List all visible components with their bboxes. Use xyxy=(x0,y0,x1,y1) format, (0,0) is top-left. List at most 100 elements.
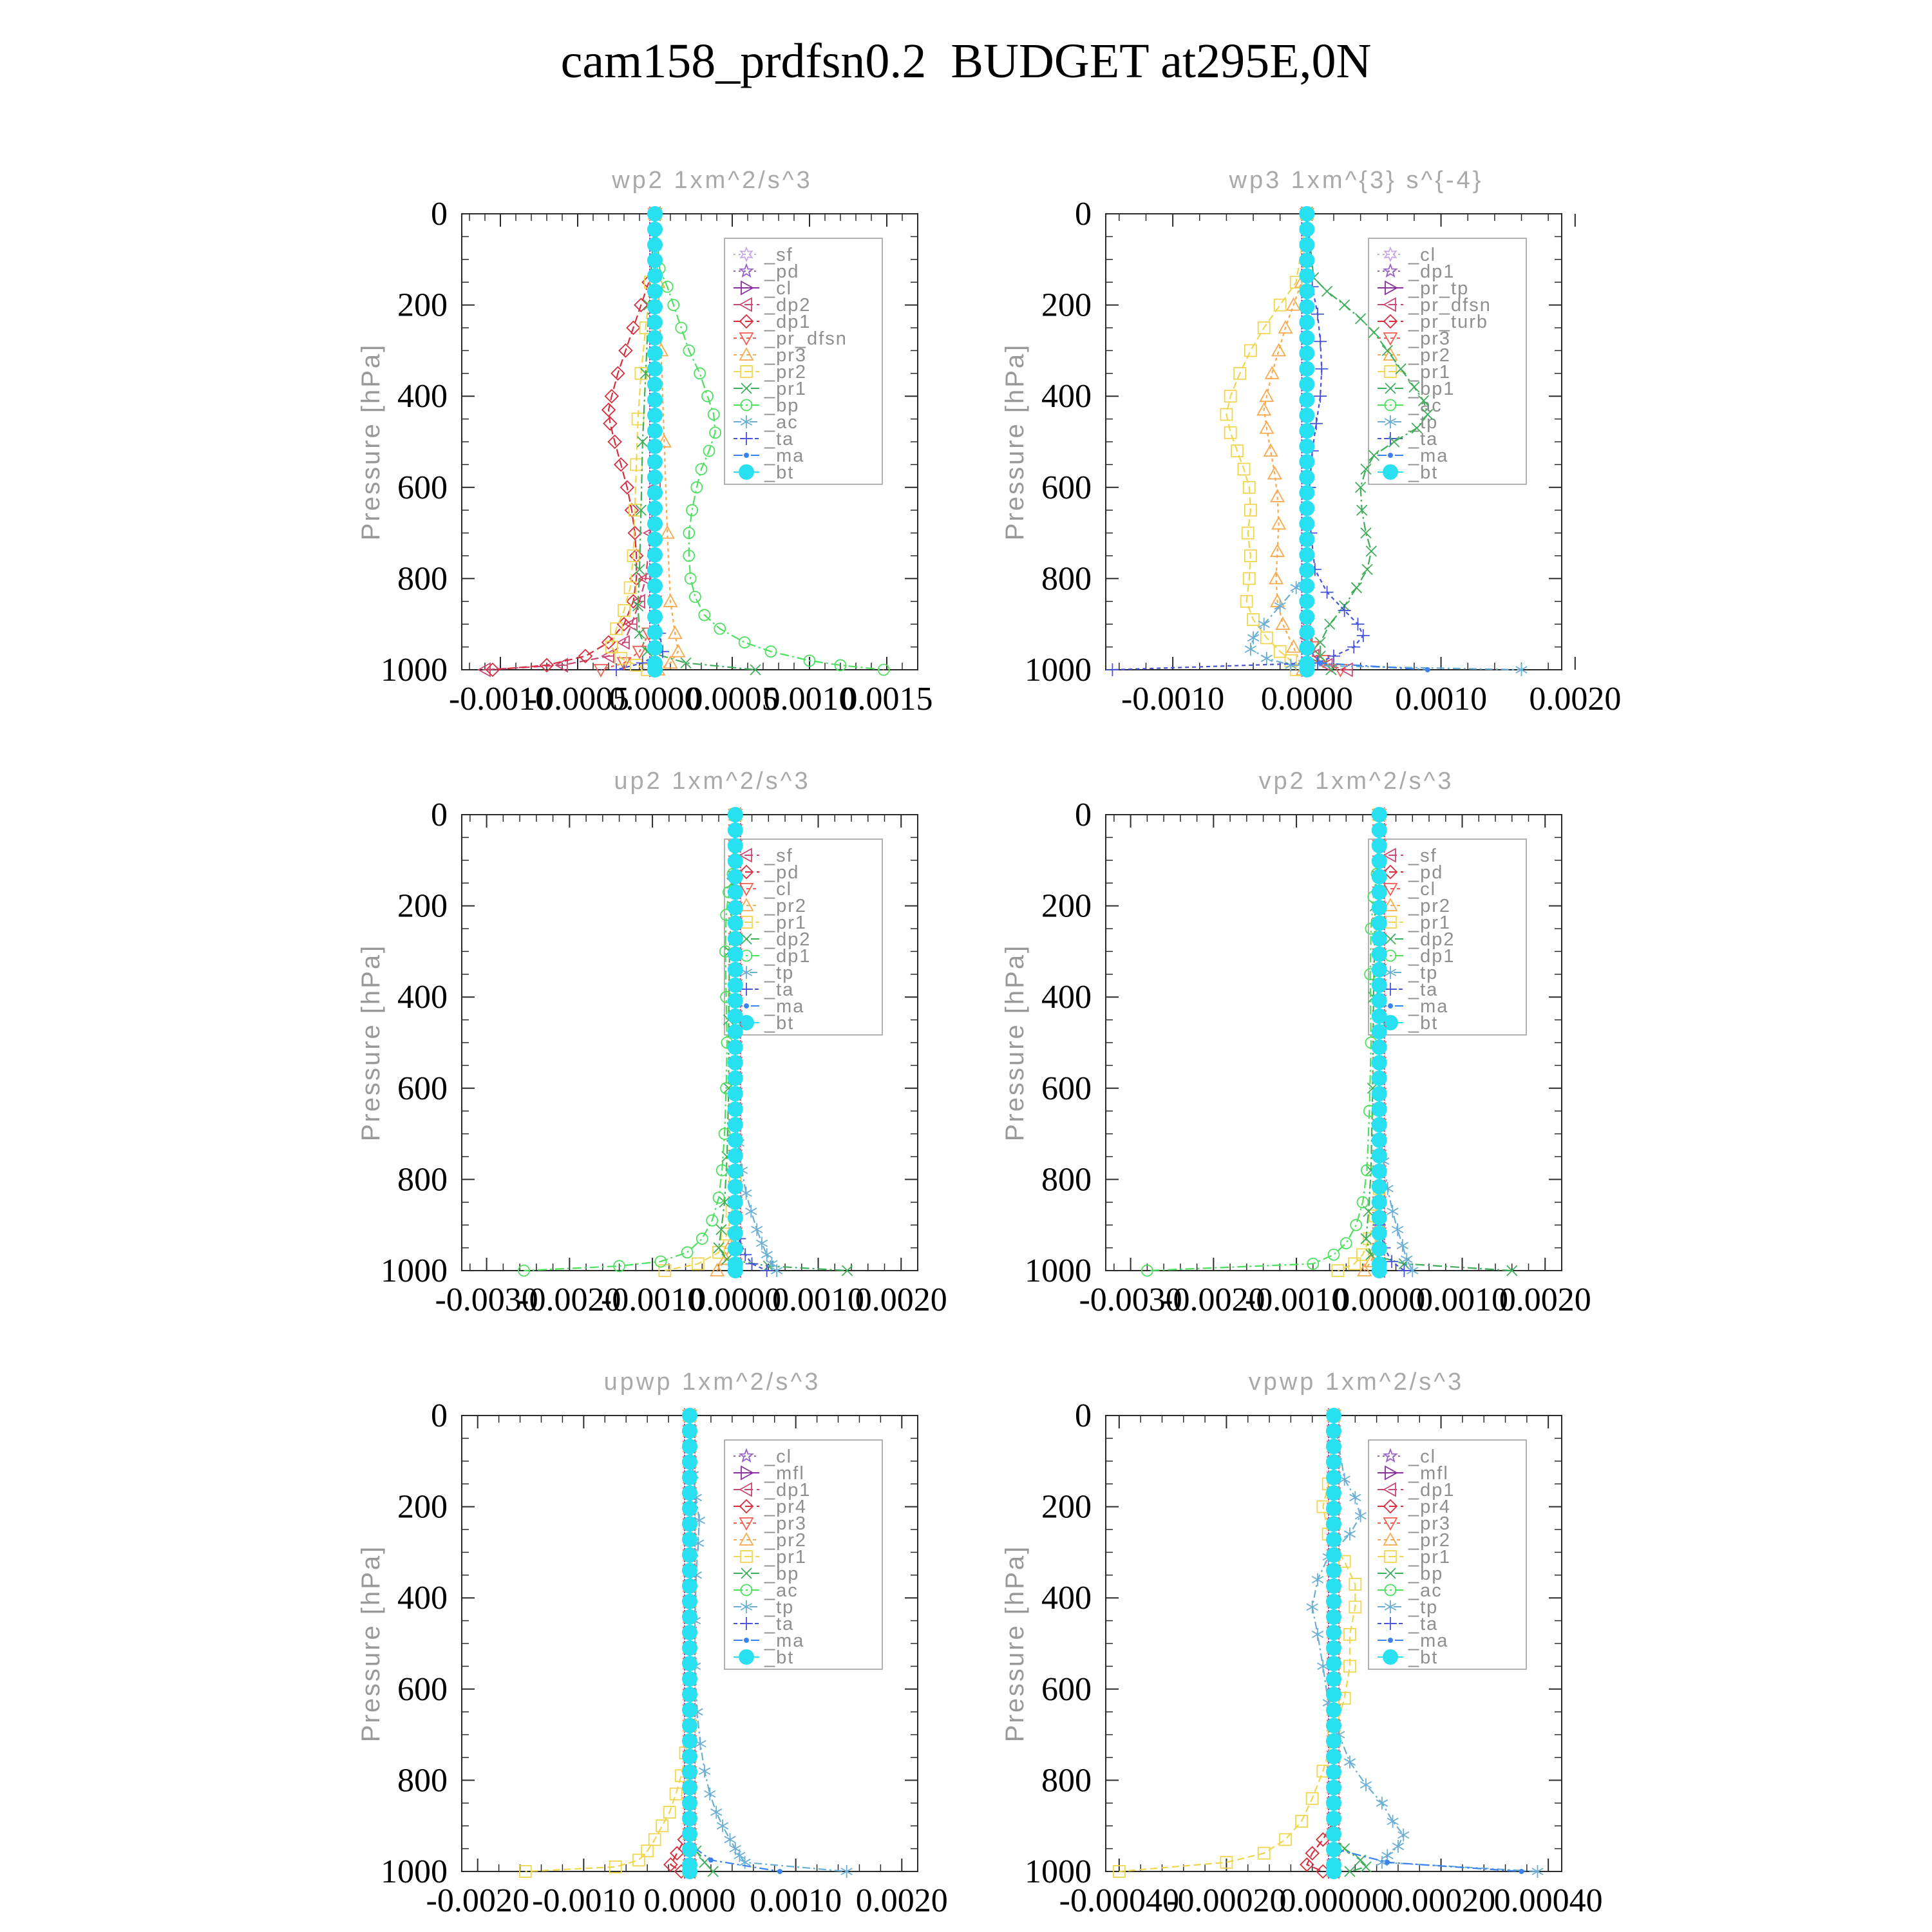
y-tick-label: 600 xyxy=(1041,1671,1092,1708)
legend-label: _ma xyxy=(764,446,804,466)
legend-label: _ma xyxy=(1408,996,1448,1017)
y-tick-label: 1000 xyxy=(381,652,448,688)
legend-label: _bt xyxy=(1408,1647,1438,1668)
legend-label: _pr4 xyxy=(1408,1497,1451,1517)
x-tick-label: 0.0020 xyxy=(856,1882,948,1919)
y-tick-label: 400 xyxy=(1041,378,1092,415)
legend-label: _ac xyxy=(1408,395,1443,416)
x-tick-label: 0.00020 xyxy=(1387,1882,1495,1919)
series-wp3_pr1 xyxy=(1220,207,1314,676)
legend-label: _pr1 xyxy=(764,379,807,399)
y-axis-label: Pressure [hPa] xyxy=(357,343,385,541)
y-tick-label: 200 xyxy=(1041,1489,1092,1526)
legend-label: _bt xyxy=(764,462,794,483)
x-tick-label: -0.0010 xyxy=(1245,1282,1348,1318)
x-tick-label: -0.0010 xyxy=(532,1882,635,1919)
svg-text:wp3 1xm^{3} s^{-4}: wp3 1xm^{3} s^{-4} xyxy=(1229,167,1484,194)
legend-label: _pr4 xyxy=(764,1497,807,1517)
series-vp2_bt xyxy=(1371,807,1387,1278)
y-tick-label: 1000 xyxy=(381,1253,448,1289)
legend-label: _dp1 xyxy=(764,312,811,332)
y-tick-label: 400 xyxy=(1041,979,1092,1016)
svg-text:vp2 1xm^2/s^3: vp2 1xm^2/s^3 xyxy=(1258,768,1454,795)
y-tick-label: 0 xyxy=(1075,797,1092,833)
x-tick-label: -0.0020 xyxy=(426,1882,529,1919)
figure-title: cam158_prdfsn0.2 BUDGET at295E,0N xyxy=(560,34,1372,88)
x-tick-label: 0.0020 xyxy=(1499,1282,1591,1318)
x-tick-label: 0.0010 xyxy=(1416,1282,1508,1318)
x-tick-label: 0.0020 xyxy=(1529,681,1621,717)
x-tick-label: -0.0020 xyxy=(1162,1282,1265,1318)
legend-label: _bp xyxy=(764,395,799,416)
series-vpwp_pr1 xyxy=(1112,1409,1362,1878)
x-tick-label: 0.0020 xyxy=(855,1282,947,1318)
x-tick-label: -0.0010 xyxy=(601,1282,704,1318)
y-tick-label: 200 xyxy=(397,1489,448,1526)
legend-wp2: _sf_pd_cl_dp2_dp1_pr_dfsn_pr3_pr2_pr1_bp… xyxy=(724,238,883,485)
y-tick-label: 600 xyxy=(1041,1070,1092,1107)
series-up2_dp1 xyxy=(518,808,742,1277)
legend-label: _pr1 xyxy=(1408,1547,1451,1567)
series-vp2_dp1 xyxy=(1141,808,1386,1277)
legend-label: _ta xyxy=(1408,980,1438,1000)
legend-label: _ac xyxy=(764,1580,799,1601)
legend-label: _cl xyxy=(1408,879,1436,900)
x-tick-label: 0.0010 xyxy=(772,1282,864,1318)
x-tick-label: -0.00040 xyxy=(1059,1882,1179,1919)
x-tick-label: 0.0000 xyxy=(1333,1282,1425,1318)
y-tick-label: 600 xyxy=(1041,469,1092,506)
legend-label: _ac xyxy=(764,412,799,433)
y-tick-label: 400 xyxy=(1041,1580,1092,1616)
y-tick-label: 800 xyxy=(397,1161,448,1198)
legend-label: _pr_tp xyxy=(1408,278,1469,299)
svg-text:upwp 1xm^2/s^3: upwp 1xm^2/s^3 xyxy=(604,1368,821,1396)
panel-wp2: wp2 1xm^2/s^3 Pressure [hPa] 0 200 400 600 800… xyxy=(357,167,933,717)
series-wp3_bt xyxy=(1299,206,1315,677)
x-tick-label: -0.0030 xyxy=(435,1282,538,1318)
series-upwp_bt xyxy=(682,1408,697,1879)
y-axis-label: Pressure [hPa] xyxy=(1001,1545,1029,1743)
legend-label: _bp xyxy=(1408,1564,1443,1584)
panel-up2: up2 1xm^2/s^3 Pressure [hPa] 0 200 400 600 800… xyxy=(357,768,947,1318)
legend-vp2: _sf_pd_cl_pr2_pr1_dp2_dp1_tp_ta_ma_bt xyxy=(1368,838,1527,1036)
legend-label: _tp xyxy=(1408,412,1438,433)
legend-up2: _sf_pd_cl_pr2_pr1_dp2_dp1_tp_ta_ma_bt xyxy=(724,838,883,1036)
y-tick-label: 200 xyxy=(1041,287,1092,324)
legend-label: _cl xyxy=(1408,1446,1436,1467)
legend-label: _pr1 xyxy=(764,1547,807,1567)
legend-label: _dp2 xyxy=(764,295,811,316)
x-tick-label: 0.0010 xyxy=(1395,681,1487,717)
svg-text:vpwp 1xm^2/s^3: vpwp 1xm^2/s^3 xyxy=(1249,1368,1464,1396)
y-tick-label: 1000 xyxy=(1025,652,1092,688)
y-tick-label: 400 xyxy=(397,1580,448,1616)
x-tick-label: 0.0015 xyxy=(841,681,933,717)
legend-wp3: _cl_dp1_pr_tp_pr_dfsn_pr_turb_pr3_pr2_pr… xyxy=(1368,238,1527,485)
y-tick-label: 400 xyxy=(397,979,448,1016)
legend-label: _bt xyxy=(1408,462,1438,483)
panel-wp3: wp3 1xm^{3} s^{-4} Pressure [hPa] 0 200 400 6… xyxy=(1001,167,1621,717)
x-tick-label: 0.00000 xyxy=(1280,1882,1388,1919)
legend-label: _cl xyxy=(1408,245,1436,265)
legend-label: _pr2 xyxy=(764,362,807,383)
y-tick-label: 200 xyxy=(397,287,448,324)
legend-label: _ma xyxy=(764,996,804,1017)
legend-label: _tp xyxy=(1408,963,1438,983)
legend-label: _pr_dfsn xyxy=(1408,295,1492,316)
legend-label: _pr2 xyxy=(764,1530,807,1551)
legend-label: _ta xyxy=(764,429,794,450)
y-tick-label: 200 xyxy=(397,888,448,925)
legend-label: _pr3 xyxy=(1408,328,1451,349)
legend-label: _ma xyxy=(1408,446,1448,466)
y-tick-label: 800 xyxy=(1041,1762,1092,1799)
x-tick-label: -0.00020 xyxy=(1166,1882,1286,1919)
legend-label: _sf xyxy=(1408,846,1437,866)
legend-label: _bp xyxy=(764,1564,799,1584)
x-tick-label: -0.0030 xyxy=(1079,1282,1182,1318)
legend-label: _pr1 xyxy=(1408,913,1451,933)
x-tick-label: 0.0010 xyxy=(750,1882,842,1919)
series-wp2_bt xyxy=(647,206,663,677)
series-wp3_ta xyxy=(1106,207,1370,676)
y-tick-label: 800 xyxy=(1041,1161,1092,1198)
y-axis-label: Pressure [hPa] xyxy=(357,944,385,1142)
